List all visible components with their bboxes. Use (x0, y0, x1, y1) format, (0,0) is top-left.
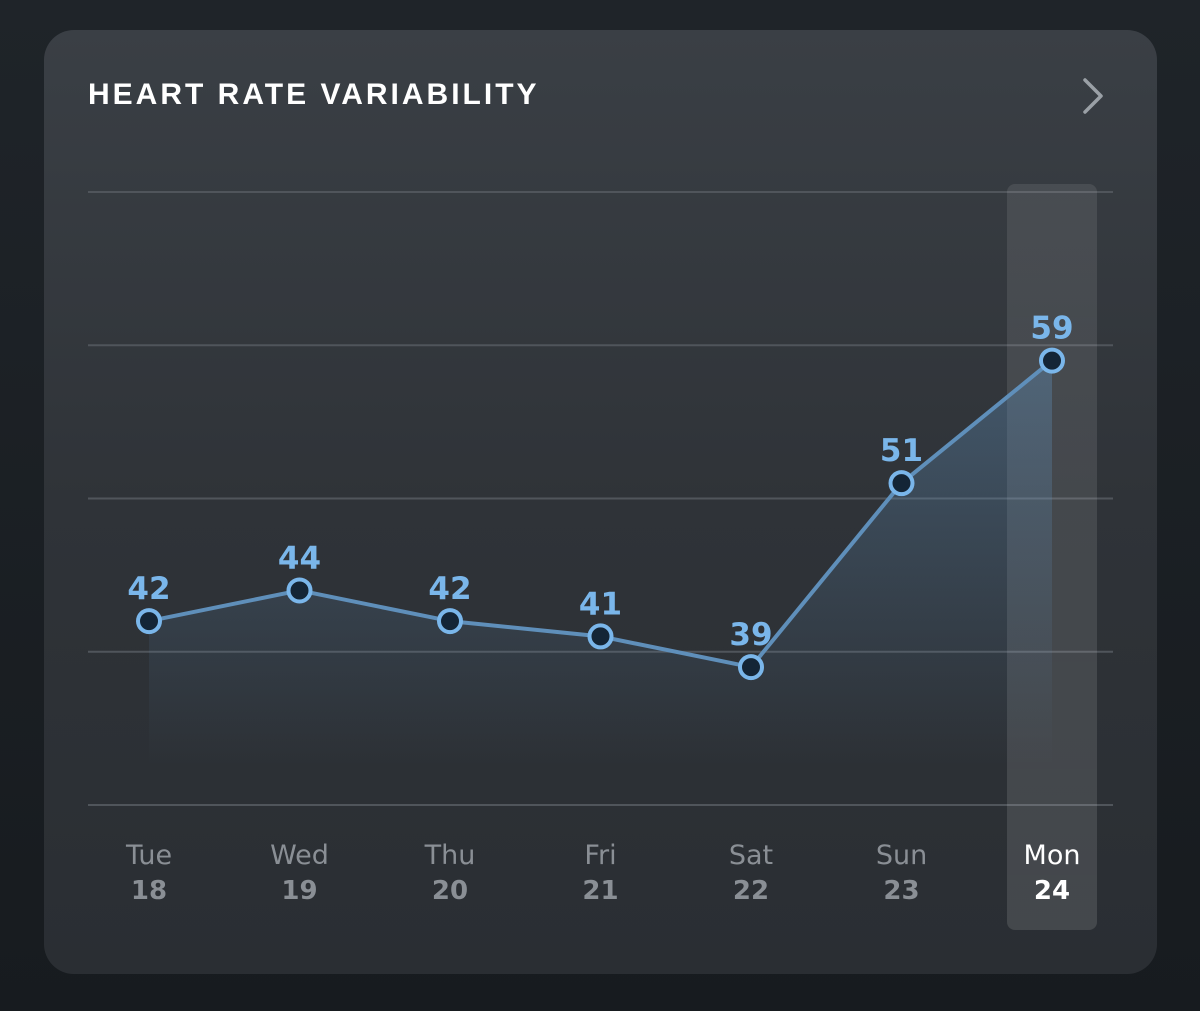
data-label-tue: 42 (127, 571, 170, 607)
data-point-thu[interactable] (437, 608, 463, 635)
data-label-thu: 42 (428, 571, 471, 607)
chevron-right-icon[interactable] (1078, 74, 1108, 118)
data-label-sat: 39 (729, 617, 772, 653)
x-tick-day-sat[interactable]: Sat (729, 840, 773, 871)
x-tick-day-tue[interactable]: Tue (125, 840, 172, 871)
data-point-tue[interactable] (136, 608, 162, 635)
x-tick-date-sun[interactable]: 23 (883, 876, 919, 906)
data-point-wed[interactable] (286, 577, 313, 604)
data-label-mon: 59 (1030, 311, 1073, 347)
data-label-fri: 41 (579, 586, 622, 622)
data-point-sun[interactable] (888, 470, 915, 497)
x-tick-date-tue[interactable]: 18 (131, 876, 167, 906)
x-tick-date-thu[interactable]: 20 (432, 876, 468, 906)
x-tick-date-fri[interactable]: 21 (582, 876, 618, 906)
data-point-sat[interactable] (738, 654, 764, 681)
x-tick-day-sun[interactable]: Sun (876, 840, 927, 871)
x-tick-day-wed[interactable]: Wed (270, 840, 329, 871)
data-point-fri[interactable] (587, 623, 614, 650)
x-tick-day-mon[interactable]: Mon (1024, 840, 1081, 871)
data-label-wed: 44 (278, 540, 321, 576)
data-label-sun: 51 (880, 433, 923, 469)
x-tick-date-mon[interactable]: 24 (1034, 876, 1070, 906)
x-tick-day-thu[interactable]: Thu (424, 840, 476, 871)
x-tick-day-fri[interactable]: Fri (584, 840, 616, 871)
x-tick-date-sat[interactable]: 22 (733, 876, 769, 906)
data-point-mon[interactable] (1039, 347, 1065, 374)
x-tick-date-wed[interactable]: 19 (281, 876, 317, 906)
card-title: HEART RATE VARIABILITY (88, 78, 540, 111)
series-area (149, 360, 1052, 765)
